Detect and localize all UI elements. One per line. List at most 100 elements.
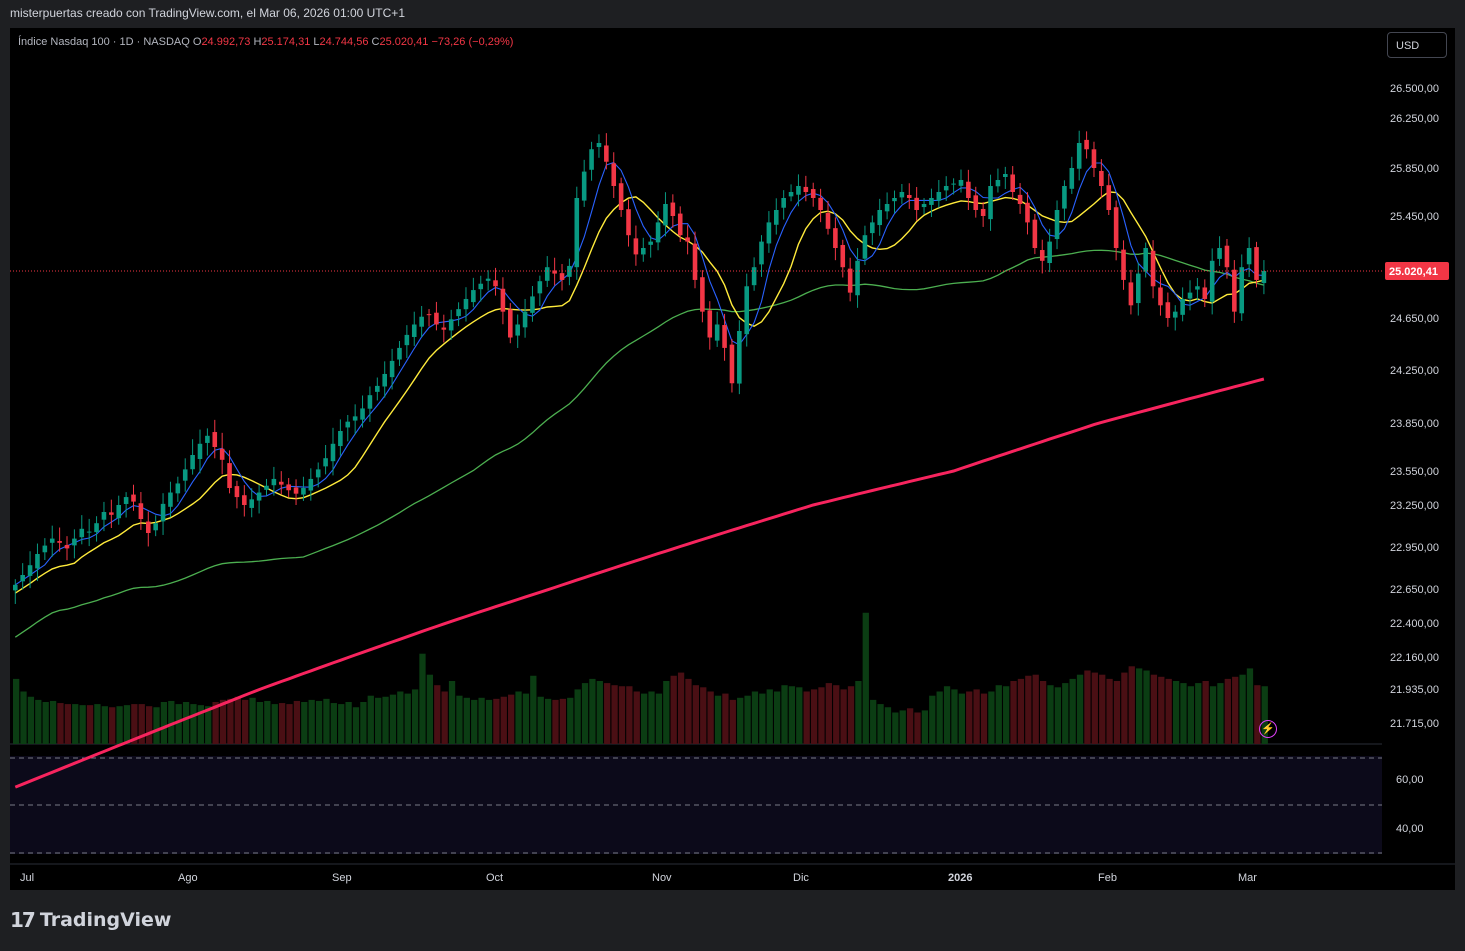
candle-body <box>1195 286 1200 290</box>
candle <box>182 458 188 492</box>
candle <box>766 211 772 253</box>
candle <box>663 192 668 237</box>
volume-bar <box>57 703 64 744</box>
candle-body <box>168 492 173 507</box>
candle <box>567 258 572 286</box>
currency-button[interactable]: USD <box>1387 32 1447 58</box>
candle-body <box>781 198 786 208</box>
candle <box>367 386 373 422</box>
volume-bar <box>707 691 714 744</box>
volume-bar <box>884 707 892 744</box>
candle-body <box>190 455 195 470</box>
volume-bar <box>411 689 419 744</box>
candle-body <box>1121 249 1126 280</box>
candle <box>500 277 506 325</box>
volume-bar <box>86 705 94 744</box>
candle <box>330 427 336 476</box>
volume-bar <box>271 704 278 744</box>
candle <box>707 301 713 350</box>
candle-body <box>773 210 779 225</box>
ma-200-line <box>14 377 1265 789</box>
volume-bar <box>825 683 832 744</box>
price-tick-label: 22.400,00 <box>1390 618 1439 630</box>
volume-bar <box>796 687 803 744</box>
volume-bar <box>485 699 493 744</box>
candle-body <box>286 484 291 491</box>
candle <box>818 188 823 223</box>
volume-bar <box>1062 683 1069 744</box>
candle-body <box>116 505 122 519</box>
volume-bar <box>574 689 581 744</box>
candle-body <box>20 575 25 582</box>
volume-bar <box>685 678 692 744</box>
candle <box>131 484 136 511</box>
volume-bar <box>759 693 766 744</box>
candle <box>323 444 328 475</box>
chart-frame[interactable]: 26.500,00 26.250,00 25.850,00 25.450,00 25.0… <box>10 28 1455 890</box>
candle-body <box>94 523 99 533</box>
candle-body <box>966 181 971 198</box>
candle <box>884 192 890 220</box>
candle <box>1047 228 1052 273</box>
volume-bar <box>242 699 249 744</box>
candle <box>271 466 277 496</box>
candle <box>692 231 698 289</box>
volume-bar <box>966 691 973 744</box>
candle-body <box>825 212 831 229</box>
candle <box>796 174 801 207</box>
volume-bar <box>493 698 500 744</box>
volume-bar <box>847 686 855 744</box>
lightning-icon[interactable]: ⚡ <box>1259 720 1277 738</box>
candle-body <box>508 309 513 338</box>
ma-slow-line <box>14 249 1265 638</box>
candle <box>648 235 653 258</box>
candle <box>1003 166 1008 189</box>
candle <box>655 211 661 251</box>
volume-bar <box>1054 687 1062 744</box>
candle <box>419 306 424 338</box>
volume-bar <box>419 653 426 744</box>
candle <box>751 257 757 291</box>
candle <box>1172 305 1178 331</box>
candle <box>980 202 986 227</box>
candle <box>855 248 860 308</box>
candle <box>515 314 520 348</box>
volume-bar <box>1017 678 1025 744</box>
open-label: O <box>192 36 202 48</box>
candle-body <box>1084 139 1089 150</box>
candle-body <box>367 395 373 409</box>
volume-bar <box>530 675 537 744</box>
candle-body <box>729 344 735 384</box>
candle-body <box>1209 260 1215 302</box>
volume-bar <box>906 708 914 744</box>
volume-bar <box>293 700 301 744</box>
candle-body <box>744 286 750 335</box>
candle <box>426 309 432 327</box>
low-label: L <box>313 36 320 48</box>
volume-bar <box>1106 678 1113 744</box>
candle <box>929 188 934 217</box>
volume-bar <box>833 685 840 744</box>
price-tick-label: 22.160,00 <box>1390 652 1439 664</box>
candle <box>256 484 262 514</box>
candle <box>1084 131 1089 159</box>
volume-bar <box>677 672 685 744</box>
candle-body <box>522 311 528 328</box>
candle <box>1054 200 1060 250</box>
oscillator-tick-label: 60,00 <box>1396 774 1424 786</box>
volume-bar <box>855 681 862 744</box>
volume-bar <box>973 689 980 744</box>
candle-body <box>604 145 609 162</box>
candle <box>168 481 173 518</box>
candlestick-chart[interactable]: 26.500,00 26.250,00 25.850,00 25.450,00 25.0… <box>10 28 1455 890</box>
candle-body <box>49 538 55 543</box>
candle <box>278 471 284 495</box>
candle <box>810 182 816 207</box>
volume-bar <box>160 702 168 744</box>
open-value: 24.992,73 <box>201 36 251 48</box>
candle-body <box>72 538 77 546</box>
candle <box>64 536 70 561</box>
volume-bar <box>79 705 86 744</box>
candle <box>936 180 942 208</box>
candle-body <box>626 209 631 236</box>
